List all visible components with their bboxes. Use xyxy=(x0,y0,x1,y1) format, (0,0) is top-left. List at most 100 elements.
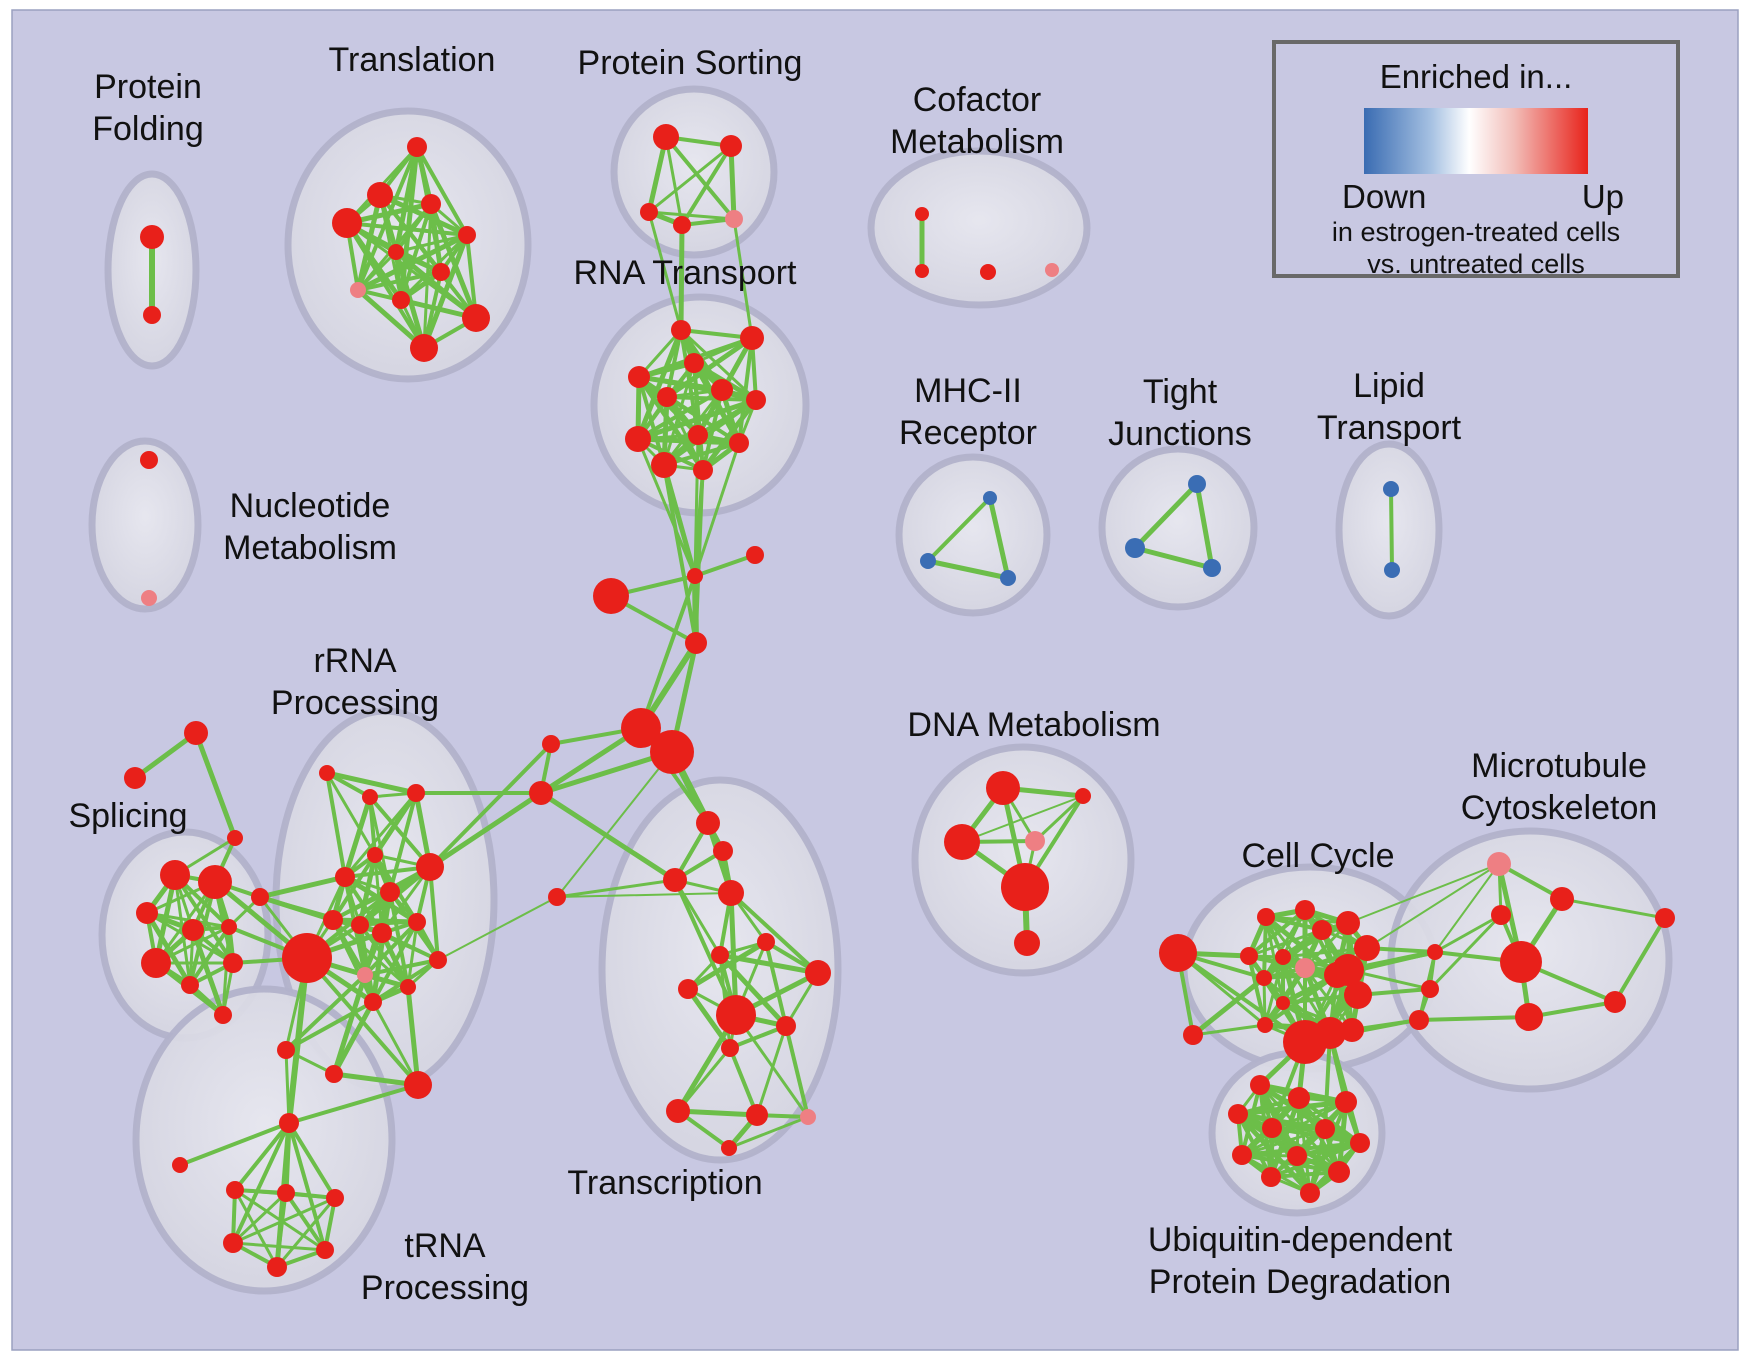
node-microtubule-cytoskeleton-6[interactable] xyxy=(1409,1010,1429,1030)
node-translation-8[interactable] xyxy=(392,291,410,309)
node-transcription-0[interactable] xyxy=(548,888,566,906)
node-rrna-processing-9[interactable] xyxy=(372,923,392,943)
node-trna-processing-7[interactable] xyxy=(267,1257,287,1277)
node-transcription-14[interactable] xyxy=(721,1140,737,1156)
node-rrna-processing-18[interactable] xyxy=(404,1071,432,1099)
node-trna-processing-3[interactable] xyxy=(277,1184,295,1202)
node-transcription-15[interactable] xyxy=(696,811,720,835)
node-rrna-processing-14[interactable] xyxy=(400,979,416,995)
node-ubiquitin-0[interactable] xyxy=(1250,1075,1270,1095)
node-trna-processing-2[interactable] xyxy=(226,1181,244,1199)
node-transcription-3[interactable] xyxy=(713,841,733,861)
node-translation-3[interactable] xyxy=(332,208,362,238)
node-nucleotide-metabolism-0[interactable] xyxy=(140,451,158,469)
node-protein-sorting-3[interactable] xyxy=(673,216,691,234)
node-connectors-0[interactable] xyxy=(687,568,703,584)
node-splicing-4[interactable] xyxy=(221,919,237,935)
node-rrna-processing-4[interactable] xyxy=(335,867,355,887)
node-rrna-processing-15[interactable] xyxy=(364,993,382,1011)
node-microtubule-cytoskeleton-5[interactable] xyxy=(1421,980,1439,998)
node-translation-2[interactable] xyxy=(421,194,441,214)
node-microtubule-cytoskeleton-0[interactable] xyxy=(1487,852,1511,876)
node-rrna-processing-17[interactable] xyxy=(325,1065,343,1083)
node-rrna-processing-10[interactable] xyxy=(408,913,426,931)
node-dna-metabolism-0[interactable] xyxy=(986,771,1020,805)
node-splicing-2[interactable] xyxy=(136,902,158,924)
node-microtubule-cytoskeleton-2[interactable] xyxy=(1491,905,1511,925)
node-ubiquitin-7[interactable] xyxy=(1232,1145,1252,1165)
node-transcription-7[interactable] xyxy=(678,979,698,999)
node-dna-metabolism-1[interactable] xyxy=(1075,788,1091,804)
node-trna-processing-4[interactable] xyxy=(326,1189,344,1207)
node-connectors-2[interactable] xyxy=(593,578,629,614)
node-rrna-processing-12[interactable] xyxy=(357,967,373,983)
node-cell-cycle-16[interactable] xyxy=(1344,981,1372,1009)
node-cell-cycle-2[interactable] xyxy=(1240,947,1258,965)
node-translation-4[interactable] xyxy=(458,226,476,244)
node-connectors-6[interactable] xyxy=(542,735,560,753)
node-ubiquitin-10[interactable] xyxy=(1261,1167,1281,1187)
node-lipid-transport-1[interactable] xyxy=(1384,562,1400,578)
node-mhc-ii-receptor-1[interactable] xyxy=(920,553,936,569)
node-microtubule-cytoskeleton-4[interactable] xyxy=(1427,944,1443,960)
node-cell-cycle-0[interactable] xyxy=(1159,934,1197,972)
node-cofactor-metabolism-1[interactable] xyxy=(915,264,929,278)
node-ubiquitin-8[interactable] xyxy=(1287,1146,1307,1166)
node-ubiquitin-6[interactable] xyxy=(1350,1133,1370,1153)
node-transcription-4[interactable] xyxy=(757,933,775,951)
node-cell-cycle-6[interactable] xyxy=(1276,996,1290,1010)
node-ubiquitin-3[interactable] xyxy=(1228,1104,1248,1124)
node-mhc-ii-receptor-0[interactable] xyxy=(983,491,997,505)
node-microtubule-cytoskeleton-3[interactable] xyxy=(1500,941,1542,983)
node-translation-7[interactable] xyxy=(350,282,366,298)
node-dna-metabolism-4[interactable] xyxy=(1001,863,1049,911)
node-microtubule-cytoskeleton-7[interactable] xyxy=(1515,1003,1543,1031)
node-dna-metabolism-3[interactable] xyxy=(1025,831,1045,851)
node-cell-cycle-14[interactable] xyxy=(1314,1017,1346,1049)
node-rrna-processing-7[interactable] xyxy=(323,910,343,930)
node-rna-transport-8[interactable] xyxy=(625,426,651,452)
node-cofactor-metabolism-3[interactable] xyxy=(1045,263,1059,277)
node-rrna-processing-8[interactable] xyxy=(351,916,369,934)
node-transcription-11[interactable] xyxy=(666,1099,690,1123)
node-splicing-triangle-0[interactable] xyxy=(184,721,208,745)
node-translation-5[interactable] xyxy=(388,244,404,260)
node-protein-folding-0[interactable] xyxy=(140,225,164,249)
node-rna-transport-3[interactable] xyxy=(628,366,650,388)
node-rrna-processing-3[interactable] xyxy=(367,847,383,863)
node-transcription-2[interactable] xyxy=(718,880,744,906)
node-microtubule-cytoskeleton-8[interactable] xyxy=(1604,991,1626,1013)
node-rna-transport-0[interactable] xyxy=(671,320,691,340)
node-cell-cycle-10[interactable] xyxy=(1312,920,1332,940)
node-dna-metabolism-5[interactable] xyxy=(1014,930,1040,956)
node-mhc-ii-receptor-2[interactable] xyxy=(1000,570,1016,586)
node-rna-transport-10[interactable] xyxy=(651,452,677,478)
node-tight-junctions-2[interactable] xyxy=(1203,559,1221,577)
node-cell-cycle-1[interactable] xyxy=(1183,1025,1203,1045)
node-protein-folding-1[interactable] xyxy=(143,306,161,324)
node-splicing-6[interactable] xyxy=(181,976,199,994)
node-transcription-1[interactable] xyxy=(663,868,687,892)
node-rna-transport-4[interactable] xyxy=(657,387,677,407)
node-protein-sorting-4[interactable] xyxy=(725,210,743,228)
node-microtubule-cytoskeleton-1[interactable] xyxy=(1550,887,1574,911)
node-rrna-processing-13[interactable] xyxy=(429,951,447,969)
node-rrna-processing-0[interactable] xyxy=(319,765,335,781)
node-microtubule-cytoskeleton-9[interactable] xyxy=(1655,908,1675,928)
node-translation-6[interactable] xyxy=(432,263,450,281)
node-lipid-transport-0[interactable] xyxy=(1383,481,1399,497)
node-trna-processing-5[interactable] xyxy=(223,1233,243,1253)
node-transcription-12[interactable] xyxy=(746,1104,768,1126)
node-transcription-6[interactable] xyxy=(805,960,831,986)
node-splicing-triangle-2[interactable] xyxy=(227,830,243,846)
node-splicing-triangle-1[interactable] xyxy=(124,767,146,789)
node-rna-transport-2[interactable] xyxy=(684,353,704,373)
node-cell-cycle-4[interactable] xyxy=(1256,970,1272,986)
node-rna-transport-5[interactable] xyxy=(711,379,733,401)
node-splicing-8[interactable] xyxy=(214,1006,232,1024)
node-rna-transport-1[interactable] xyxy=(740,326,764,350)
node-cell-cycle-8[interactable] xyxy=(1295,900,1315,920)
node-splicing-1[interactable] xyxy=(198,865,232,899)
node-ubiquitin-9[interactable] xyxy=(1328,1161,1350,1183)
node-translation-9[interactable] xyxy=(462,304,490,332)
